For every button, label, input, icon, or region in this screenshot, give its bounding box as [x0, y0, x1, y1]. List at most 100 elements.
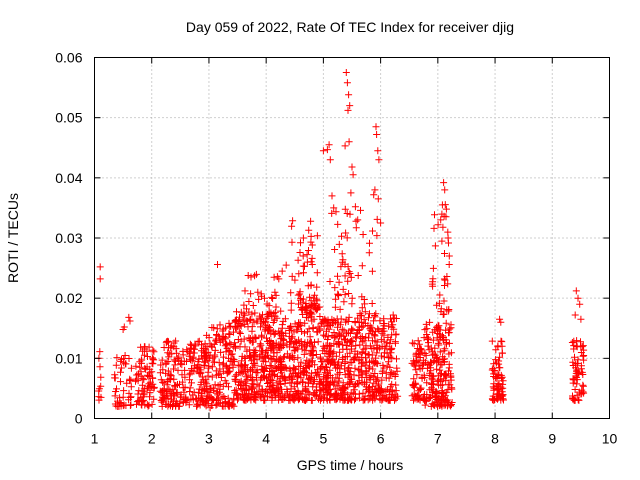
- data-point: [442, 319, 450, 327]
- data-point: [415, 391, 423, 399]
- data-point: [223, 369, 231, 377]
- data-point: [220, 333, 228, 340]
- data-point: [441, 250, 448, 257]
- data-point: [440, 347, 448, 355]
- data-point: [240, 381, 248, 389]
- data-point: [494, 394, 502, 402]
- data-point: [362, 333, 370, 341]
- data-point: [275, 275, 283, 283]
- data-point: [300, 396, 308, 404]
- data-point: [366, 363, 374, 371]
- data-point: [341, 353, 349, 360]
- data-point: [120, 323, 128, 331]
- data-point: [386, 363, 394, 371]
- data-point: [250, 352, 258, 360]
- data-point: [193, 400, 201, 408]
- data-point: [281, 392, 289, 400]
- data-point: [336, 305, 344, 313]
- data-point: [286, 354, 294, 362]
- data-point: [214, 371, 222, 379]
- data-point: [414, 345, 422, 352]
- data-point: [307, 374, 315, 382]
- data-point: [448, 399, 456, 406]
- data-point: [370, 344, 378, 352]
- data-point: [245, 298, 253, 305]
- data-point: [233, 308, 240, 316]
- data-point: [311, 391, 319, 399]
- data-point: [362, 368, 370, 376]
- data-point: [319, 342, 327, 350]
- data-point: [181, 383, 189, 391]
- data-point: [257, 290, 265, 298]
- data-point: [273, 349, 281, 357]
- data-point: [289, 364, 297, 372]
- data-point: [216, 321, 224, 329]
- data-point: [294, 326, 302, 334]
- data-point: [371, 186, 379, 194]
- data-point: [348, 337, 355, 345]
- data-point: [160, 386, 168, 394]
- data-point: [254, 288, 262, 296]
- data-point: [347, 338, 354, 346]
- data-point: [173, 355, 181, 362]
- data-point: [436, 348, 444, 356]
- data-point: [334, 272, 341, 280]
- data-point: [163, 388, 171, 396]
- data-point: [490, 360, 498, 368]
- data-point: [156, 387, 164, 395]
- data-point: [342, 229, 350, 237]
- data-point: [141, 364, 149, 372]
- data-point: [366, 383, 373, 391]
- x-tick-label: 6: [377, 431, 385, 447]
- data-point: [331, 395, 339, 403]
- data-point: [148, 368, 156, 376]
- data-point: [159, 378, 167, 386]
- data-point: [283, 341, 291, 349]
- data-point: [323, 356, 331, 364]
- data-point: [435, 357, 443, 365]
- data-point: [392, 395, 400, 403]
- data-point: [304, 379, 312, 387]
- data-point: [267, 330, 275, 338]
- data-point: [282, 261, 290, 269]
- data-point: [313, 283, 321, 291]
- data-point: [280, 336, 288, 344]
- data-point: [291, 337, 299, 345]
- data-point: [285, 373, 293, 381]
- data-point: [168, 342, 176, 350]
- data-point: [430, 224, 438, 232]
- data-point: [372, 310, 380, 318]
- data-point: [336, 331, 344, 339]
- data-point: [331, 284, 339, 292]
- data-point: [447, 324, 455, 332]
- data-point: [181, 373, 189, 381]
- data-point: [358, 335, 366, 343]
- x-tick-labels: 1 2 3 4 5 6 7 8 9 10: [91, 431, 618, 447]
- data-point: [231, 339, 239, 347]
- data-point: [307, 281, 315, 289]
- data-point: [150, 356, 158, 364]
- data-point: [335, 329, 343, 337]
- data-point: [380, 337, 388, 345]
- data-point: [432, 396, 440, 403]
- data-point: [305, 226, 313, 234]
- data-point: [167, 372, 175, 380]
- data-point: [573, 343, 581, 351]
- data-point: [197, 390, 205, 398]
- data-point: [334, 220, 342, 228]
- data-point: [343, 234, 351, 242]
- data-point: [169, 386, 177, 394]
- data-point: [495, 390, 503, 398]
- data-point: [410, 381, 418, 389]
- data-point: [431, 211, 438, 219]
- data-point: [255, 295, 263, 303]
- data-point: [197, 366, 205, 374]
- data-point: [351, 203, 359, 211]
- data-point: [436, 330, 444, 338]
- data-point: [436, 291, 444, 299]
- data-point: [322, 388, 330, 396]
- data-point: [216, 365, 224, 373]
- data-point: [258, 385, 266, 393]
- data-point: [237, 382, 244, 390]
- data-point: [248, 310, 256, 318]
